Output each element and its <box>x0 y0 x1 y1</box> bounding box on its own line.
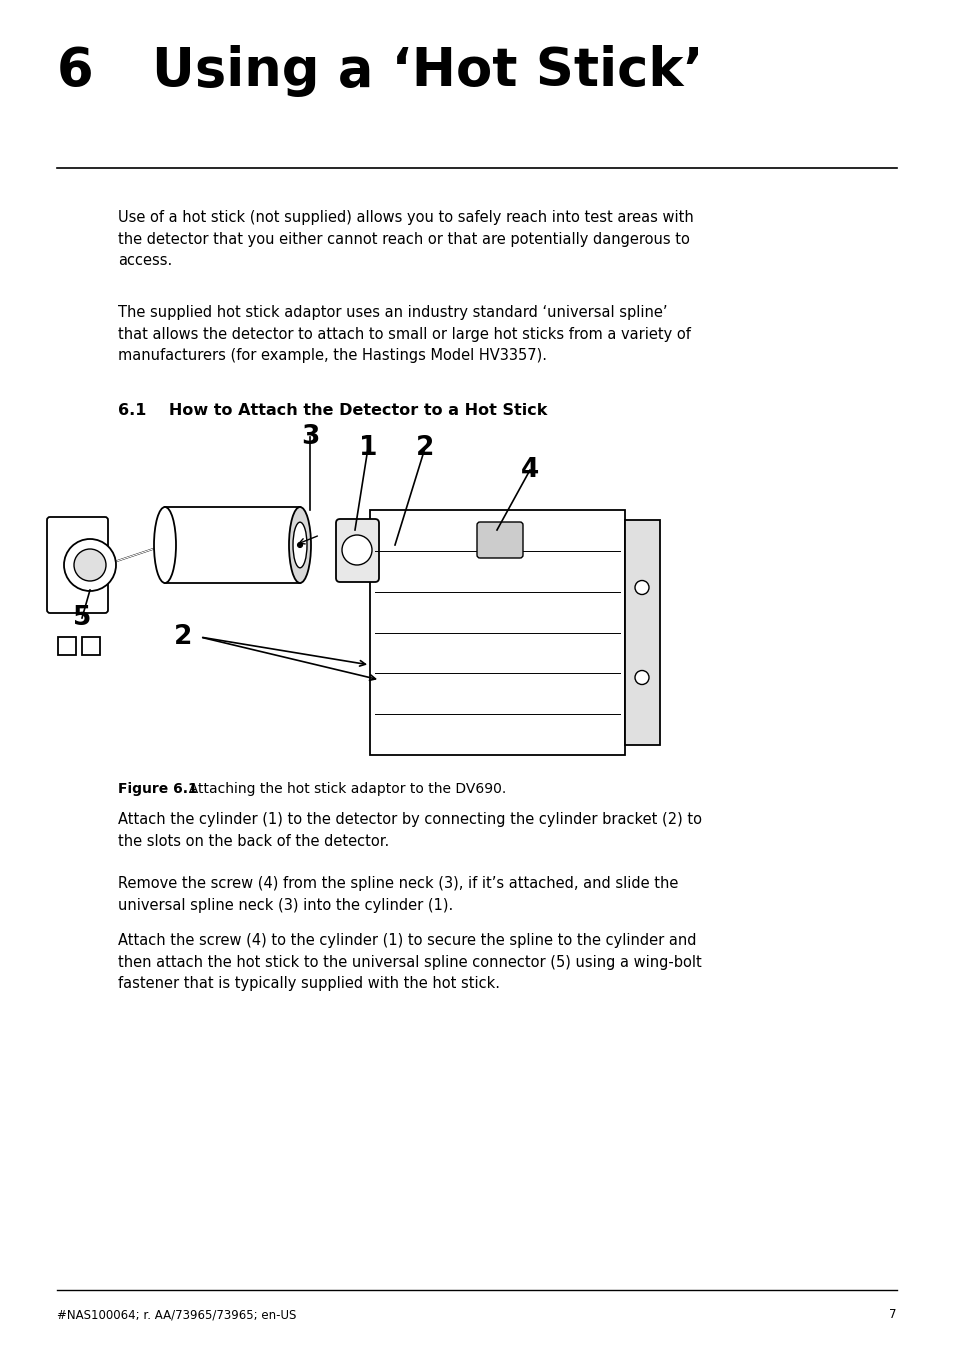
Text: 3: 3 <box>300 424 319 450</box>
Ellipse shape <box>293 523 307 567</box>
Text: The supplied hot stick adaptor uses an industry standard ‘universal spline’
that: The supplied hot stick adaptor uses an i… <box>118 305 690 363</box>
FancyBboxPatch shape <box>476 523 522 558</box>
Bar <box>370 510 624 756</box>
Bar <box>624 520 659 745</box>
Ellipse shape <box>635 581 648 594</box>
Bar <box>82 636 100 655</box>
Text: Attach the cylinder (1) to the detector by connecting the cylinder bracket (2) t: Attach the cylinder (1) to the detector … <box>118 812 701 849</box>
Text: Using a ‘Hot Stick’: Using a ‘Hot Stick’ <box>152 45 702 97</box>
Text: 2: 2 <box>173 624 192 650</box>
Text: Remove the screw (4) from the spline neck (3), if it’s attached, and slide the
u: Remove the screw (4) from the spline nec… <box>118 876 678 913</box>
Text: Attach the screw (4) to the cylinder (1) to secure the spline to the cylinder an: Attach the screw (4) to the cylinder (1)… <box>118 933 701 991</box>
Text: 2: 2 <box>416 435 434 460</box>
Bar <box>58 636 76 655</box>
Text: 5: 5 <box>72 605 91 631</box>
Ellipse shape <box>635 670 648 685</box>
FancyBboxPatch shape <box>335 519 378 582</box>
Text: 6: 6 <box>57 45 93 97</box>
Text: Use of a hot stick (not supplied) allows you to safely reach into test areas wit: Use of a hot stick (not supplied) allows… <box>118 210 693 268</box>
Ellipse shape <box>74 548 106 581</box>
Text: 1: 1 <box>358 435 376 460</box>
Ellipse shape <box>64 539 116 590</box>
Text: #NAS100064; r. AA/73965/73965; en-US: #NAS100064; r. AA/73965/73965; en-US <box>57 1308 296 1322</box>
Text: Figure 6.1: Figure 6.1 <box>118 783 197 796</box>
Ellipse shape <box>153 506 175 584</box>
Text: 4: 4 <box>520 458 538 483</box>
Text: Attaching the hot stick adaptor to the DV690.: Attaching the hot stick adaptor to the D… <box>180 783 506 796</box>
Bar <box>165 506 299 584</box>
Ellipse shape <box>297 543 302 547</box>
Ellipse shape <box>289 506 311 584</box>
Ellipse shape <box>341 535 372 565</box>
Text: 7: 7 <box>888 1308 896 1322</box>
FancyBboxPatch shape <box>47 517 108 613</box>
Text: 6.1    How to Attach the Detector to a Hot Stick: 6.1 How to Attach the Detector to a Hot … <box>118 403 547 418</box>
